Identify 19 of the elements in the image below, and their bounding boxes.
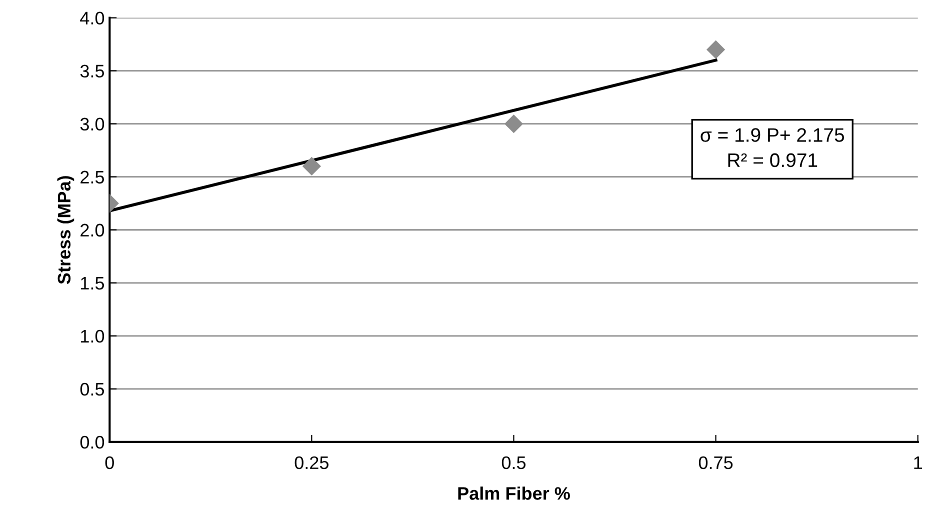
y-tick-label: 1.5 [81,277,104,290]
y-tick-label: 3.5 [80,64,104,78]
y-axis-title: Stress (MPa) [57,176,74,284]
x-tick-label: 0 [105,456,114,470]
y-tick-label: 0.0 [80,436,104,449]
point [706,40,726,59]
y-tick-label: 3.0 [80,118,104,131]
x-tick-label: 0.5 [502,456,526,470]
y-tick-label: 1.0 [81,330,104,343]
x-tick-label: 0.75 [698,456,733,470]
x-axis-title: Palm Fiber % [458,486,570,500]
point [504,114,524,134]
x-tick-label: 1 [914,456,922,469]
y-tick-label: 0.5 [80,382,104,396]
y-tick-label: 2.0 [80,224,104,237]
annotation: σ = 1.9 P+ 2.175 R² = 0.971 [700,128,844,168]
y-tick-label: 2.5 [80,170,104,184]
x-tick-label: 0.25 [294,456,328,470]
y-tick-label: 4.0 [80,12,104,24]
